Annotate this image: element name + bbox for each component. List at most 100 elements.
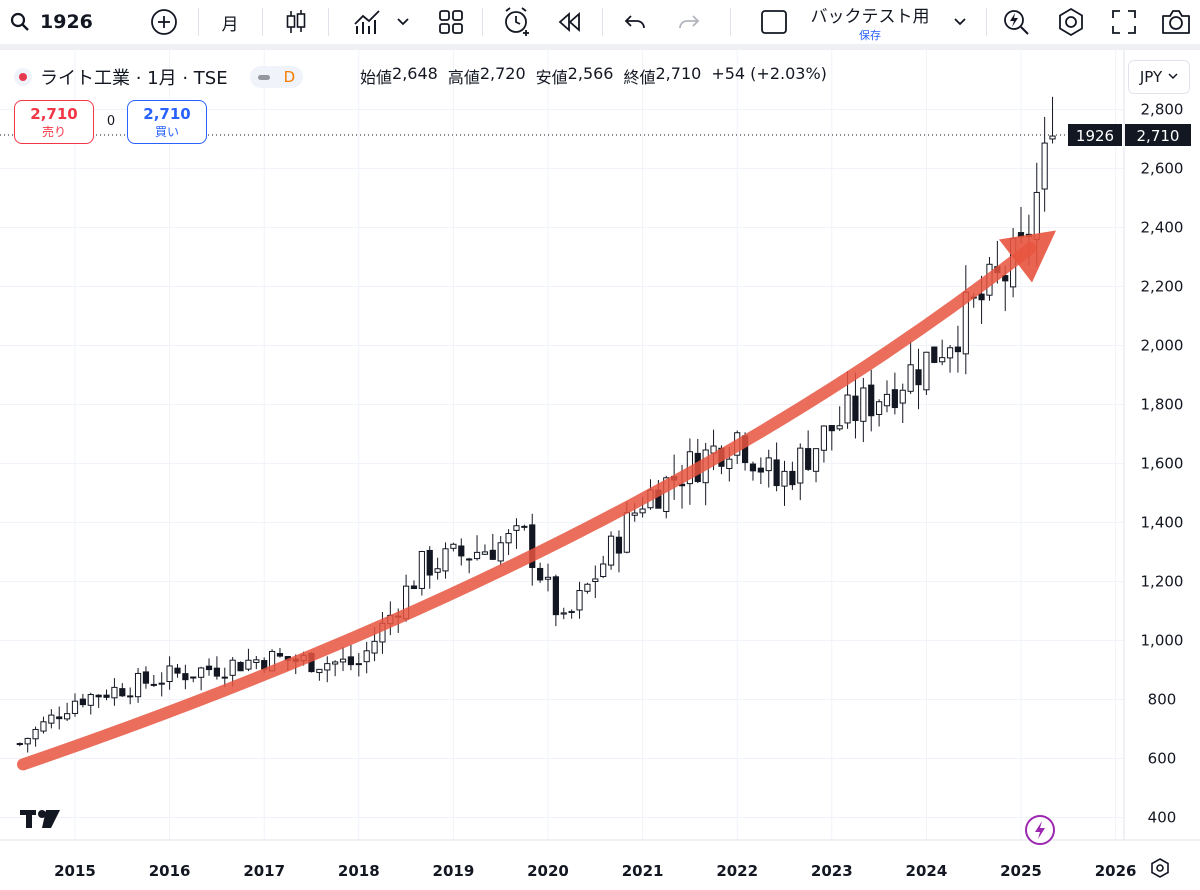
fullscreen-button[interactable] bbox=[1108, 0, 1140, 44]
interval-button[interactable]: 月 bbox=[221, 14, 239, 35]
close-value: 2,710 bbox=[655, 64, 702, 83]
replay-button[interactable] bbox=[554, 0, 586, 44]
screenshot-button[interactable] bbox=[1158, 0, 1194, 44]
y-tick-label: 2,800 bbox=[1141, 101, 1184, 119]
top-toolbar: 1926 月 バックテスト用 保存 bbox=[0, 0, 1200, 45]
add-symbol-button[interactable] bbox=[146, 0, 182, 44]
buy-button[interactable]: 2,710 買い bbox=[127, 100, 207, 144]
x-tick-label: 2022 bbox=[716, 862, 758, 880]
square-icon bbox=[761, 10, 787, 34]
layout-dropdown[interactable] bbox=[948, 0, 972, 44]
candle-down bbox=[276, 653, 284, 657]
x-tick-label: 2020 bbox=[527, 862, 569, 880]
layout-select-checkbox[interactable] bbox=[758, 0, 790, 44]
candle-down bbox=[1002, 275, 1009, 282]
candle-up bbox=[623, 512, 630, 553]
candle-up bbox=[513, 525, 520, 531]
price-axis[interactable]: 400 600 800 1,000 1,200 1,400 1,600 1,800 2,000 2… bbox=[1141, 101, 1184, 827]
spread-value: 0 bbox=[106, 114, 116, 129]
candle-down bbox=[749, 463, 757, 472]
candle-down bbox=[355, 663, 362, 666]
symbol-search[interactable]: 1926 bbox=[10, 0, 100, 44]
candle-up bbox=[726, 458, 733, 469]
symbol-legend[interactable]: ライト工業 · 1月 · TSE D bbox=[14, 62, 304, 92]
candle-down bbox=[868, 384, 875, 417]
candle-up bbox=[450, 543, 457, 549]
candlestick-series bbox=[16, 96, 1056, 753]
undo-button[interactable] bbox=[620, 0, 650, 44]
candle-up bbox=[781, 470, 788, 487]
candle-up bbox=[812, 448, 820, 472]
candle-down bbox=[537, 567, 544, 581]
candle-up bbox=[229, 659, 236, 676]
candle-up bbox=[253, 659, 260, 663]
undo-icon bbox=[624, 15, 645, 29]
high-label: 高値 bbox=[447, 68, 480, 87]
tradingview-logo[interactable] bbox=[20, 810, 60, 828]
candle-up bbox=[332, 661, 339, 665]
candle-up bbox=[663, 477, 670, 512]
candle-up bbox=[820, 425, 828, 451]
currency-selector[interactable]: JPY bbox=[1128, 60, 1190, 94]
candle-down bbox=[410, 585, 418, 590]
last-symbol-tag bbox=[1068, 124, 1122, 146]
save-label: 保存 bbox=[859, 28, 881, 42]
y-tick-label: 800 bbox=[1148, 691, 1177, 709]
y-tick-label: 600 bbox=[1148, 750, 1177, 768]
candle-up bbox=[134, 672, 142, 698]
candle-down bbox=[954, 346, 962, 353]
candle-down bbox=[757, 467, 764, 473]
candle-up bbox=[434, 568, 441, 573]
chart-grid bbox=[0, 50, 1124, 840]
candle-down bbox=[529, 524, 536, 568]
candle-down bbox=[205, 665, 213, 671]
candle-up bbox=[339, 658, 347, 663]
search-icon bbox=[10, 12, 29, 31]
flash-button[interactable] bbox=[1025, 815, 1055, 845]
candle-up bbox=[158, 682, 165, 685]
plus-circle-icon bbox=[151, 9, 177, 35]
last-symbol-tag-text: 1926 bbox=[1076, 127, 1114, 145]
buy-label: 買い bbox=[154, 125, 179, 139]
candle-down bbox=[213, 667, 221, 677]
price-chart[interactable]: 400 600 800 1,000 1,200 1,400 1,600 1,800 2,000 2… bbox=[0, 50, 1200, 890]
axis-settings-button[interactable] bbox=[1151, 858, 1169, 878]
settings-button[interactable] bbox=[1054, 0, 1088, 44]
x-tick-label: 2023 bbox=[811, 862, 853, 880]
candle-up bbox=[127, 695, 134, 698]
quick-search-button[interactable] bbox=[1000, 0, 1032, 44]
symbol-label: 1926 bbox=[40, 11, 93, 33]
candle-up bbox=[639, 508, 646, 514]
backtest-layout-button[interactable]: バックテスト用 保存 bbox=[800, 0, 940, 44]
candle-up bbox=[418, 551, 425, 589]
toolbar-divider bbox=[0, 44, 1200, 50]
redo-button[interactable] bbox=[674, 0, 704, 44]
data-badge[interactable]: D bbox=[249, 66, 304, 88]
candle-down bbox=[773, 459, 780, 487]
y-tick-label: 2,000 bbox=[1141, 337, 1184, 355]
y-tick-label: 2,200 bbox=[1141, 278, 1184, 296]
layout-button[interactable] bbox=[436, 0, 466, 44]
candles-icon bbox=[286, 10, 306, 33]
candle-up bbox=[1041, 142, 1048, 190]
alarm-clock-icon bbox=[505, 7, 529, 36]
candle-up bbox=[939, 357, 946, 363]
candle-down bbox=[828, 425, 835, 432]
candle-down bbox=[103, 694, 110, 698]
y-tick-label: 400 bbox=[1148, 809, 1177, 827]
candle-up bbox=[71, 700, 79, 714]
candle-up bbox=[166, 665, 173, 683]
chart-type-button[interactable] bbox=[280, 0, 312, 44]
candle-down bbox=[552, 576, 559, 616]
candle-up bbox=[883, 393, 891, 407]
x-tick-label: 2017 bbox=[243, 862, 285, 880]
alert-button[interactable] bbox=[500, 0, 534, 44]
candle-down bbox=[119, 688, 126, 697]
indicators-button[interactable] bbox=[346, 0, 416, 44]
candle-up bbox=[87, 694, 94, 706]
candle-up bbox=[797, 447, 804, 484]
time-axis[interactable]: 2015 2016 2017 2018 2019 2020 2021 2022 2023 2024… bbox=[54, 862, 1136, 880]
sell-button[interactable]: 2,710 売り bbox=[14, 100, 94, 144]
candle-down bbox=[521, 525, 528, 528]
rewind-icon bbox=[558, 11, 580, 33]
